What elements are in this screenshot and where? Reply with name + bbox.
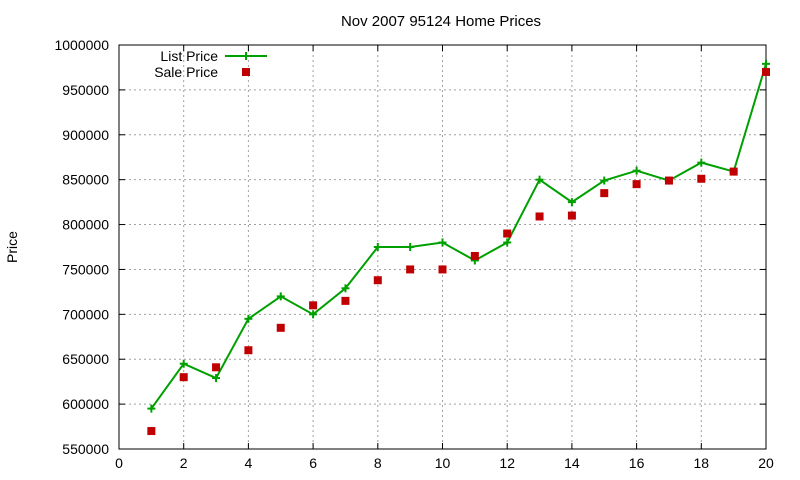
series-marks bbox=[147, 59, 770, 436]
y-tick-label: 950000 bbox=[62, 82, 109, 98]
x-tick-label: 8 bbox=[374, 455, 382, 471]
y-tick-label: 850000 bbox=[62, 172, 109, 188]
legend-marker-list-price bbox=[242, 52, 250, 60]
sale-price-point bbox=[470, 251, 479, 260]
sale-price-point bbox=[600, 189, 609, 198]
sale-price-point bbox=[244, 346, 253, 355]
sale-price-point bbox=[503, 229, 512, 238]
list-price-point bbox=[406, 243, 415, 251]
sale-price-point bbox=[664, 176, 673, 185]
x-tick-label: 16 bbox=[629, 455, 645, 471]
list-price-point bbox=[438, 238, 447, 247]
legend-marker-sale-price bbox=[242, 68, 250, 76]
list-price-point bbox=[762, 59, 770, 68]
sale-price-point bbox=[697, 174, 706, 183]
sale-price-point bbox=[309, 301, 318, 310]
x-tick-label: 2 bbox=[180, 455, 188, 471]
sale-price-point bbox=[406, 265, 415, 274]
series-sale-price bbox=[147, 67, 770, 436]
x-axis-ticks: 0 2 4 6 8 10 12 14 16 18 20 bbox=[115, 45, 774, 471]
x-tick-label: 0 bbox=[115, 455, 123, 471]
y-tick-label: 600000 bbox=[62, 396, 109, 412]
sale-price-point bbox=[535, 212, 544, 221]
list-price-point bbox=[244, 314, 253, 323]
y-tick-label: 550000 bbox=[62, 441, 109, 457]
list-price-point bbox=[503, 238, 512, 247]
sale-price-point bbox=[373, 276, 382, 285]
grid-lines bbox=[119, 45, 766, 449]
y-tick-label: 1000000 bbox=[54, 37, 109, 53]
list-price-point bbox=[212, 374, 221, 383]
x-tick-label: 12 bbox=[499, 455, 515, 471]
y-tick-label: 900000 bbox=[62, 127, 109, 143]
sale-price-point bbox=[632, 180, 641, 189]
y-axis-ticks: 550000 600000 650000 700000 750000 800000 8500… bbox=[54, 37, 766, 457]
x-tick-label: 10 bbox=[435, 455, 451, 471]
x-tick-label: 20 bbox=[758, 455, 774, 471]
list-price-point bbox=[147, 404, 156, 413]
sale-price-point bbox=[341, 296, 350, 305]
sale-price-point bbox=[212, 363, 221, 372]
list-price-point bbox=[373, 243, 382, 251]
legend-label-list-price: List Price bbox=[160, 48, 218, 64]
legend-label-sale-price: Sale Price bbox=[154, 64, 218, 80]
sale-price-point bbox=[729, 167, 738, 176]
y-tick-label: 750000 bbox=[62, 261, 109, 277]
list-price-point bbox=[309, 310, 318, 319]
x-tick-label: 6 bbox=[309, 455, 317, 471]
y-tick-label: 650000 bbox=[62, 351, 109, 367]
y-axis-label: Price bbox=[4, 231, 20, 263]
list-price-point bbox=[567, 198, 576, 207]
sale-price-point bbox=[567, 211, 576, 220]
list-price-line bbox=[150, 63, 767, 410]
sale-price-point bbox=[762, 67, 770, 76]
x-tick-label: 4 bbox=[245, 455, 253, 471]
x-tick-label: 18 bbox=[694, 455, 710, 471]
sale-price-point bbox=[438, 265, 447, 274]
list-price-point bbox=[341, 284, 350, 293]
list-price-point bbox=[632, 166, 641, 175]
y-tick-label: 800000 bbox=[62, 217, 109, 233]
list-price-point bbox=[535, 175, 544, 184]
list-price-point bbox=[697, 158, 706, 167]
sale-price-point bbox=[179, 373, 188, 382]
sale-price-point bbox=[147, 427, 156, 436]
list-price-point bbox=[600, 176, 609, 185]
x-tick-label: 14 bbox=[564, 455, 580, 471]
chart-title: Nov 2007 95124 Home Prices bbox=[341, 13, 541, 30]
sale-price-point bbox=[276, 323, 285, 332]
list-price-point bbox=[276, 292, 285, 301]
y-tick-label: 700000 bbox=[62, 306, 109, 322]
list-price-point bbox=[179, 359, 188, 368]
